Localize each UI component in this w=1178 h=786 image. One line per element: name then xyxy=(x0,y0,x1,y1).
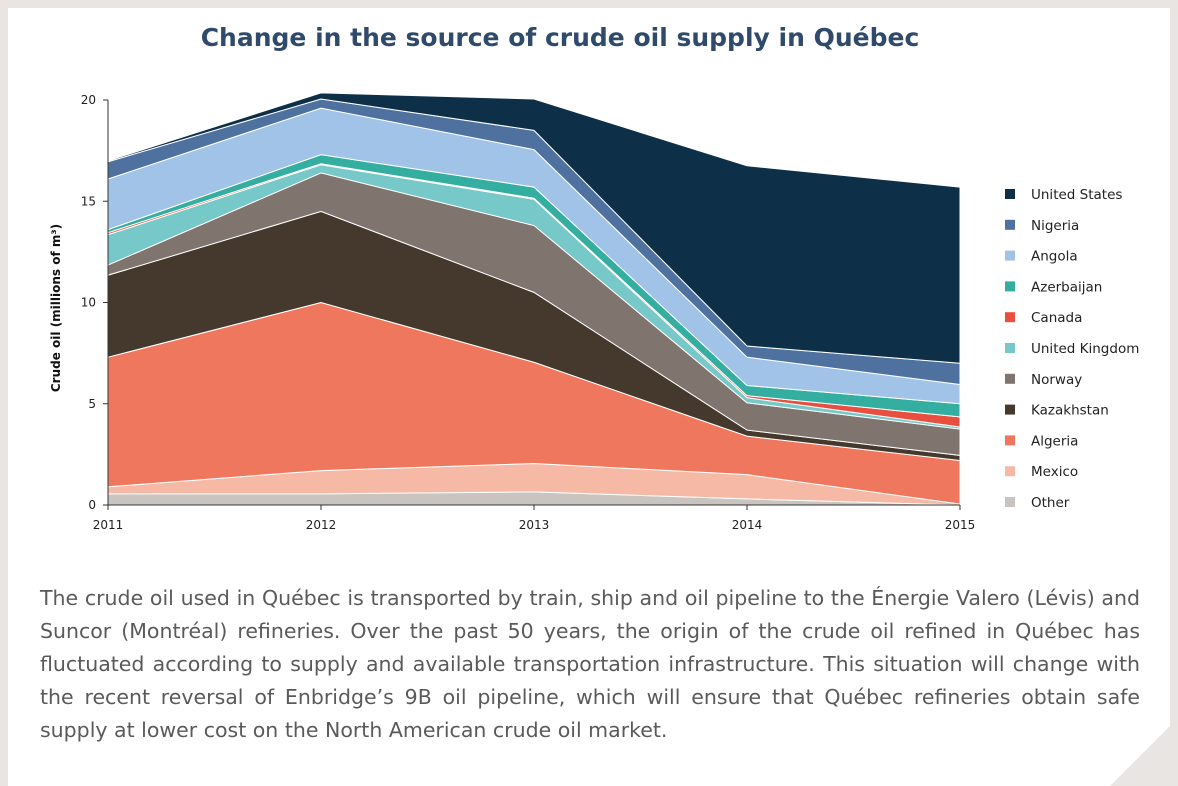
y-axis-label: Crude oil (millions of m³) xyxy=(49,224,63,392)
legend-swatch xyxy=(1005,189,1015,199)
legend-swatch xyxy=(1005,219,1015,230)
y-tick-label: 15 xyxy=(81,194,96,208)
legend-swatch xyxy=(1005,312,1015,323)
legend-swatch xyxy=(1005,250,1015,261)
x-tick-label: 2013 xyxy=(519,518,550,532)
chart: Change in the source of crude oil supply… xyxy=(49,23,1139,532)
legend-label: Canada xyxy=(1031,310,1082,326)
y-tick-label: 20 xyxy=(81,93,96,107)
x-tick-label: 2015 xyxy=(945,518,976,532)
y-tick-label: 5 xyxy=(88,397,96,411)
legend-label: Norway xyxy=(1031,372,1082,388)
legend-label: Mexico xyxy=(1031,464,1078,480)
legend-swatch xyxy=(1005,343,1015,353)
legend-swatch xyxy=(1005,373,1015,384)
card: Change in the source of crude oil supply… xyxy=(8,8,1170,786)
legend-label: United Kingdom xyxy=(1031,341,1139,357)
legend-swatch xyxy=(1005,435,1015,446)
x-tick-label: 2011 xyxy=(93,518,124,532)
legend-swatch xyxy=(1005,281,1015,292)
area xyxy=(107,92,961,364)
legend-swatch xyxy=(1005,497,1015,507)
y-tick-label: 0 xyxy=(88,498,96,512)
corner-decoration xyxy=(1110,726,1170,786)
chart-title: Change in the source of crude oil supply… xyxy=(201,23,920,52)
legend-swatch xyxy=(1005,404,1015,415)
legend-label: Azerbaijan xyxy=(1031,279,1102,295)
legend-label: Nigeria xyxy=(1031,218,1079,234)
y-tick-label: 10 xyxy=(81,296,96,310)
paragraph: The crude oil used in Québec is transpor… xyxy=(40,586,1140,742)
legend-swatch xyxy=(1005,466,1015,477)
legend-label: Algeria xyxy=(1031,433,1078,449)
legend-label: Other xyxy=(1031,495,1070,511)
x-tick-label: 2012 xyxy=(306,518,337,532)
legend-label: Kazakhstan xyxy=(1031,403,1109,419)
legend-label: United States xyxy=(1031,187,1122,203)
legend-label: Angola xyxy=(1031,249,1078,265)
x-tick-label: 2014 xyxy=(732,518,763,532)
